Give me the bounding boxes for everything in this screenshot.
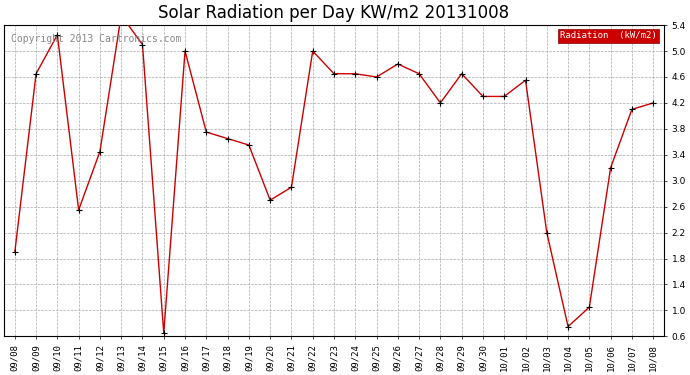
Title: Solar Radiation per Day KW/m2 20131008: Solar Radiation per Day KW/m2 20131008 (159, 4, 509, 22)
Text: Copyright 2013 Cartronics.com: Copyright 2013 Cartronics.com (11, 34, 181, 45)
Text: Radiation  (kW/m2): Radiation (kW/m2) (560, 32, 657, 40)
